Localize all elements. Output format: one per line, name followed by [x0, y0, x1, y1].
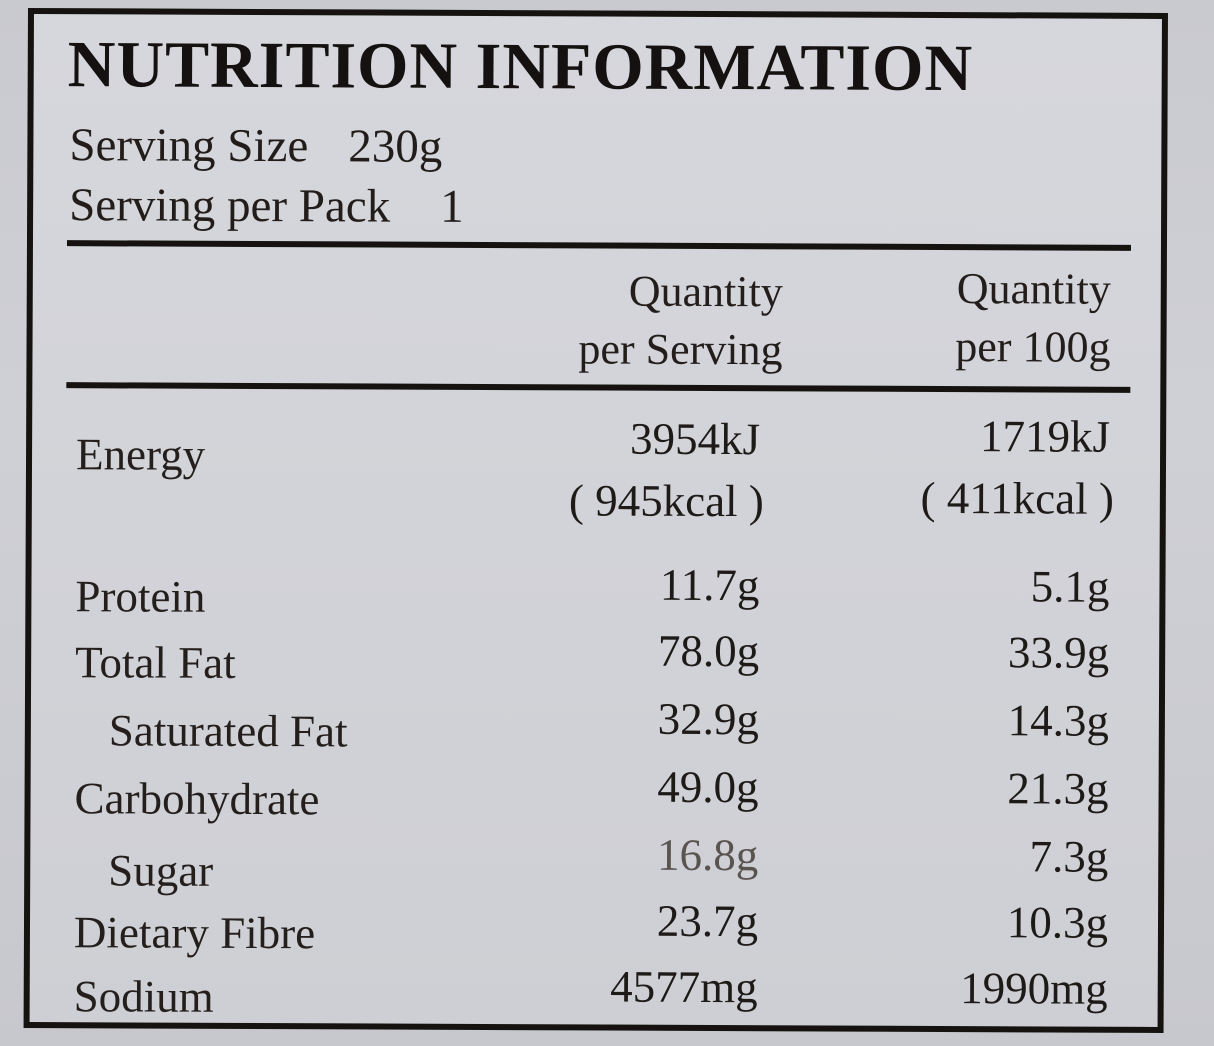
header-divider: [66, 240, 1131, 251]
per-serving-value: 16.8g: [656, 829, 759, 881]
per-100g-kcal: ( 411kcal ): [920, 472, 1114, 524]
per-100g-value: 14.3g: [1007, 695, 1110, 746]
per-serving-value: 11.7g: [659, 559, 760, 611]
column-header-line2: per 100g: [955, 322, 1111, 372]
nutrient-name: Dietary Fibre: [73, 907, 316, 959]
per-100g-value: 1719kJ: [980, 411, 1111, 462]
nutrient-name: Sodium: [73, 971, 214, 1022]
per-100g-value: 5.1g: [1030, 561, 1110, 612]
table-row-saturated-fat: Saturated Fat 32.9g 14.3g: [31, 690, 1159, 757]
per-serving-value: 32.9g: [657, 693, 760, 745]
table-row-energy: Energy 3954kJ 1719kJ ( 945kcal ) ( 411kc…: [32, 410, 1160, 526]
servings-per-pack-label: Serving per Pack: [69, 179, 391, 233]
per-serving-kcal: ( 945kcal ): [568, 475, 764, 527]
nutrient-name: Protein: [75, 571, 206, 622]
nutrient-name: Sugar: [108, 845, 214, 896]
table-row-sugar: Sugar 16.8g 7.3g: [30, 826, 1158, 896]
column-header-line2: per Serving: [578, 324, 783, 375]
nutrition-label-panel: NUTRITION INFORMATION Serving Size 230g S…: [23, 8, 1168, 1033]
per-100g-value: 10.3g: [1006, 897, 1109, 948]
column-header-per-100g: Quantity per 100g: [955, 260, 1111, 377]
per-100g-value: 7.3g: [1029, 831, 1109, 882]
serving-size: Serving Size 230g: [69, 119, 443, 173]
column-header-line1: Quantity: [956, 264, 1111, 314]
serving-size-value: 230g: [348, 120, 443, 173]
nutrient-name: Energy: [75, 429, 206, 480]
nutrient-name: Total Fat: [75, 637, 236, 688]
per-100g-value: 21.3g: [1007, 763, 1109, 814]
per-100g-value: 33.9g: [1007, 627, 1110, 678]
serving-size-label: Serving Size: [69, 119, 309, 173]
per-serving-value: 23.7g: [656, 895, 759, 947]
per-serving-value: 3954kJ: [630, 413, 761, 465]
per-serving-value: 78.0g: [657, 625, 760, 677]
servings-per-pack: Serving per Pack 1: [69, 179, 464, 233]
per-serving-value: 49.0g: [657, 761, 759, 813]
table-row-carbohydrate: Carbohydrate 49.0g 21.3g: [31, 758, 1159, 825]
nutrient-name: Saturated Fat: [108, 705, 348, 757]
table-row-protein: Protein 11.7g 5.1g: [32, 556, 1160, 622]
per-serving-value: 4577mg: [610, 961, 758, 1013]
column-header-per-serving: Quantity per Serving: [578, 262, 783, 379]
servings-per-pack-value: 1: [440, 180, 464, 233]
column-header-divider: [66, 382, 1131, 393]
nutrient-name: Carbohydrate: [74, 773, 320, 825]
per-100g-value: 1990mg: [960, 963, 1108, 1014]
label-title: NUTRITION INFORMATION: [67, 28, 974, 106]
column-header-line1: Quantity: [628, 266, 783, 317]
